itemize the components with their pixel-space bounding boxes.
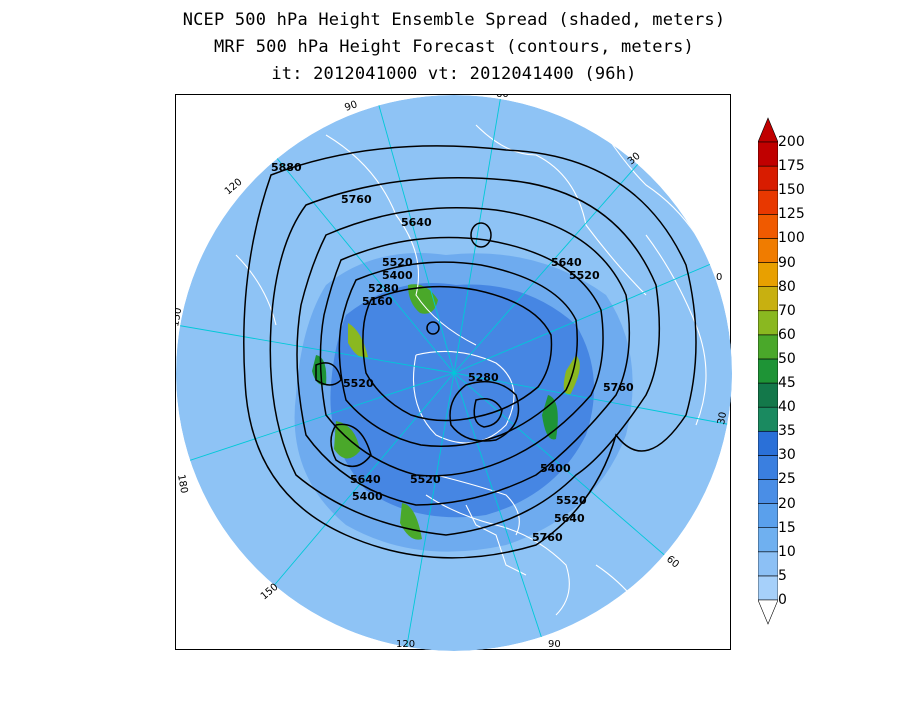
colorbar-label: 45 [778, 375, 796, 392]
colorbar-label: 90 [778, 254, 796, 271]
colorbar-label: 20 [778, 495, 796, 512]
contour-label: 5760 [532, 531, 563, 544]
colorbar-label: 40 [778, 399, 796, 416]
longitude-label: 30 [716, 411, 729, 425]
contour-label: 5640 [350, 473, 381, 486]
contour-label: 5400 [352, 490, 383, 503]
colorbar-label: 60 [778, 326, 796, 343]
colorbar-swatch [758, 310, 778, 336]
colorbar-swatch [758, 503, 778, 528]
contour-label: 5400 [382, 269, 413, 282]
spread-region-green-5 [542, 395, 558, 440]
colorbar-swatch [758, 575, 778, 601]
colorbar-swatch [758, 189, 778, 215]
contour-label: 5520 [410, 473, 441, 486]
contour-label: 5760 [603, 381, 634, 394]
colorbar-label: 0 [778, 592, 787, 608]
colorbar-label: 150 [778, 182, 805, 199]
longitude-label: 60 [496, 95, 509, 100]
spread-region-green-1 [408, 284, 438, 314]
contour-label: 5640 [551, 256, 582, 269]
colorbar-swatch [758, 358, 778, 384]
longitude-label: 180 [176, 474, 189, 495]
spread-region-green-3 [334, 421, 360, 459]
colorbar-label: 70 [778, 302, 796, 319]
colorbar-swatch [758, 262, 778, 287]
colorbar-label: 5 [778, 567, 787, 584]
longitude-label: 120 [396, 639, 415, 650]
colorbar-label: 35 [778, 423, 796, 440]
colorbar [758, 117, 778, 625]
contour-label: 5520 [569, 269, 600, 282]
colorbar-swatch [758, 430, 778, 456]
colorbar-label: 80 [778, 278, 796, 295]
colorbar-label: 100 [778, 230, 805, 247]
colorbar-swatch [758, 214, 778, 239]
longitude-label: 90 [343, 99, 359, 114]
polar-map: 5880 5760 5640 5520 5400 5280 5160 5520 … [176, 95, 732, 651]
longitude-label: 150 [176, 307, 184, 328]
map-frame: 5880 5760 5640 5520 5400 5280 5160 5520 … [175, 94, 732, 651]
colorbar-swatch [758, 382, 778, 408]
contour-labels: 5880 5760 5640 5520 5400 5280 5160 5520 … [271, 161, 634, 544]
colorbar-swatch [758, 238, 778, 263]
colorbar-label: 175 [778, 158, 805, 175]
colorbar-swatch [758, 141, 778, 167]
contour-label: 5880 [271, 161, 302, 174]
colorbar-swatch [758, 479, 778, 504]
colorbar-bottom-arrow [758, 599, 778, 625]
colorbar-swatch [758, 165, 778, 191]
colorbar-label: 125 [778, 206, 805, 223]
colorbar-swatch [758, 334, 778, 360]
colorbar-label: 30 [778, 447, 796, 464]
colorbar-swatch [758, 551, 778, 577]
longitude-label: 90 [548, 639, 561, 650]
contour-label: 5640 [401, 216, 432, 229]
colorbar-label: 10 [778, 543, 796, 560]
contour-label: 5520 [556, 494, 587, 507]
colorbar-label: 200 [778, 134, 805, 150]
colorbar-swatch [758, 286, 778, 312]
longitude-label: 60 [664, 554, 681, 571]
colorbar-label: 15 [778, 519, 796, 536]
contour-label: 5640 [554, 512, 585, 525]
contour-label: 5760 [341, 193, 372, 206]
title-line-2: MRF 500 hPa Height Forecast (contours, m… [213, 37, 694, 57]
contour-label: 5280 [368, 282, 399, 295]
contour-label: 5520 [343, 377, 374, 390]
height-contours [243, 145, 697, 559]
title-line-3: it: 2012041000 vt: 2012041400 (96h) [271, 64, 637, 84]
contour-label: 5520 [382, 256, 413, 269]
colorbar-label: 50 [778, 350, 796, 367]
contour-label: 5160 [362, 295, 393, 308]
colorbar-label: 25 [778, 471, 796, 488]
title-line-1: NCEP 500 hPa Height Ensemble Spread (sha… [182, 10, 726, 30]
contour-label: 5400 [540, 462, 571, 475]
colorbar-swatch [758, 527, 778, 553]
colorbar-top-arrow [758, 117, 778, 143]
contour-label: 5280 [468, 371, 499, 384]
colorbar-swatch [758, 455, 778, 480]
longitude-label: 0 [716, 272, 722, 283]
colorbar-swatch [758, 406, 778, 432]
